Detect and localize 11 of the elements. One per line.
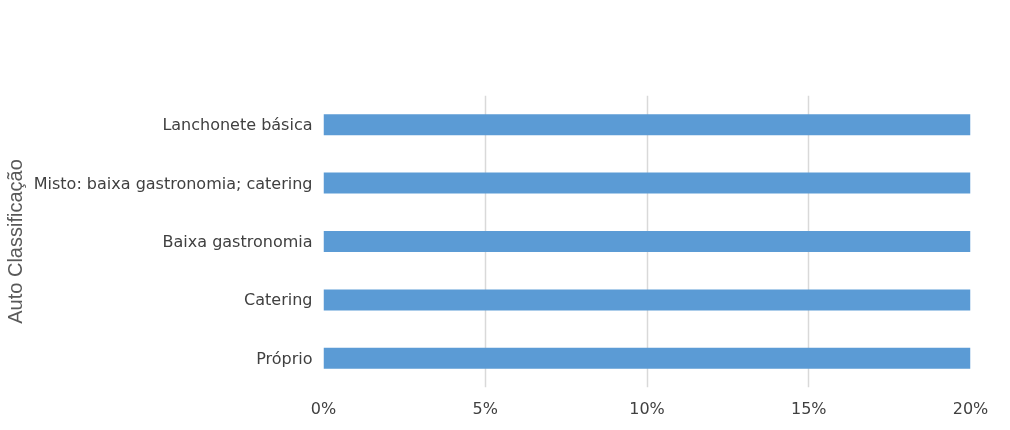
x-tick-label: 20%: [952, 398, 989, 418]
x-tick-label: 10%: [629, 398, 665, 418]
x-tick-label: 5%: [472, 398, 498, 418]
y-tick-label: Próprio: [256, 348, 313, 368]
y-tick-label: Baixa gastronomia: [162, 232, 313, 251]
y-tick-label: Catering: [244, 290, 313, 310]
y-tick-label: Misto: baixa gastronomia; catering: [33, 173, 313, 193]
y-tick-label: Lanchonete básica: [162, 115, 313, 135]
x-tick-label: 15%: [790, 398, 827, 418]
x-tick-label: 0%: [310, 398, 337, 418]
y-axis-title: Auto Classificação: [3, 159, 26, 324]
